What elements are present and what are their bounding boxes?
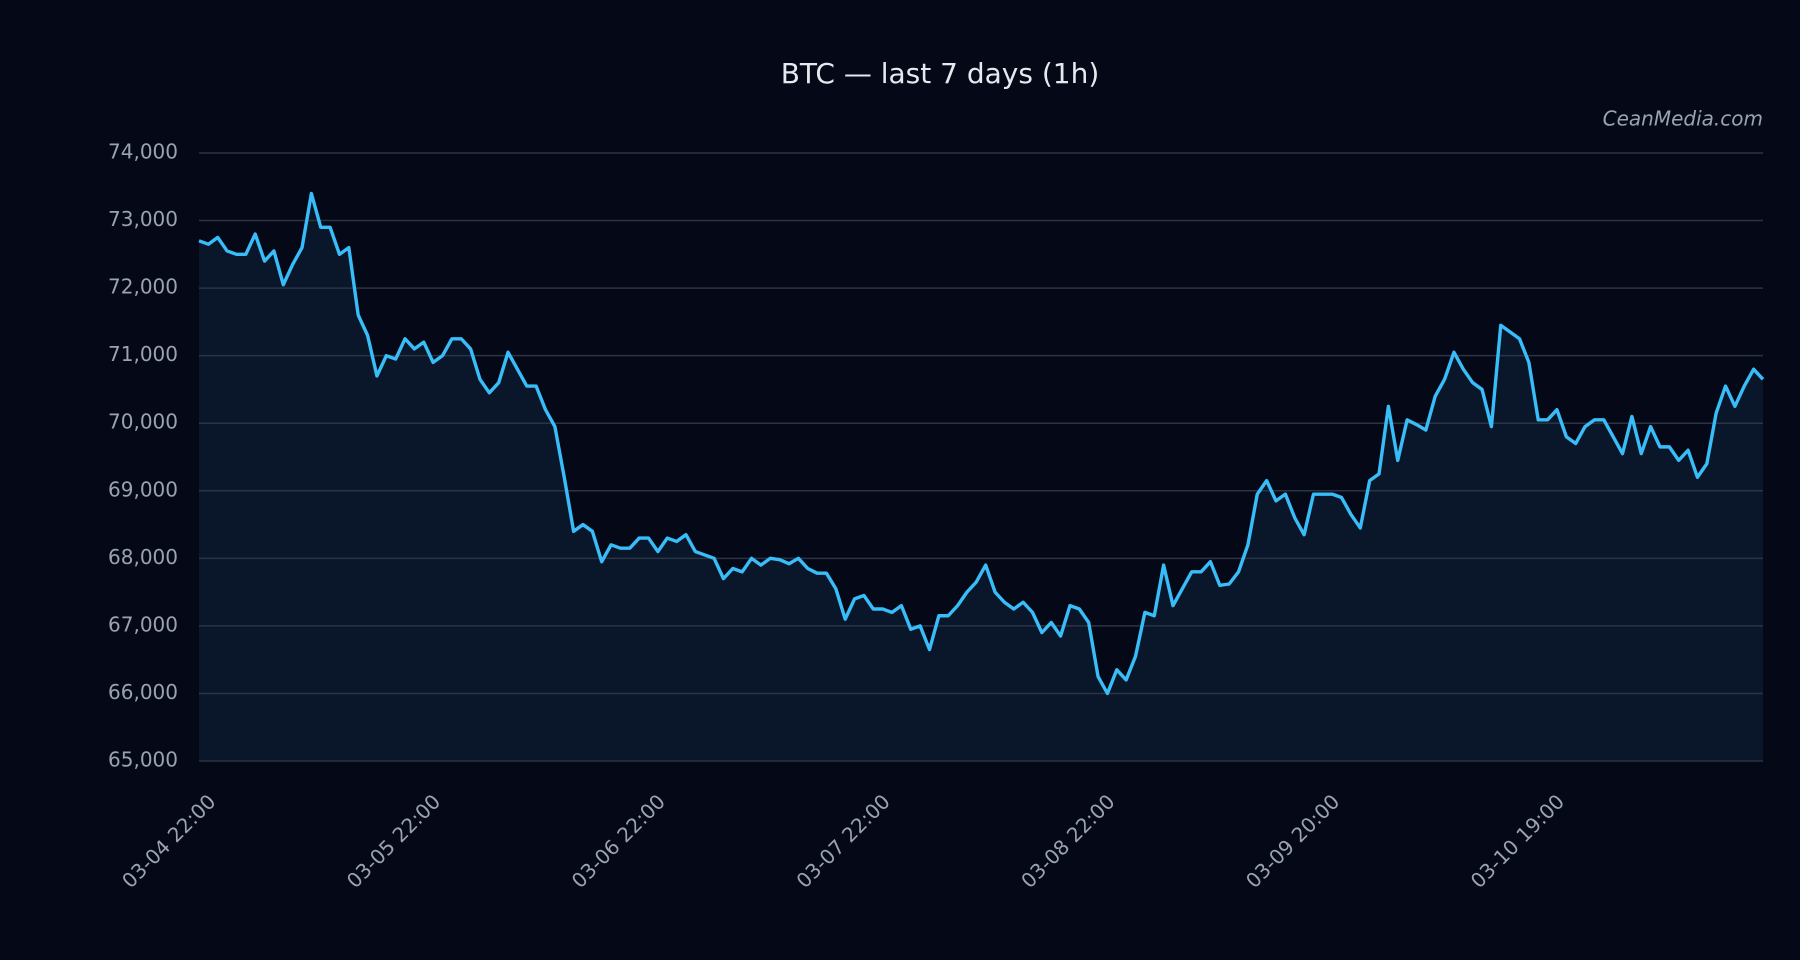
y-tick-label: 65,000 <box>108 748 178 772</box>
price-line <box>198 191 1765 696</box>
x-tick-label: 03-08 22:00 <box>1016 789 1119 892</box>
y-tick-label: 66,000 <box>108 680 178 704</box>
x-tick-label: 03-09 20:00 <box>1241 789 1344 892</box>
y-tick-label: 67,000 <box>108 612 178 636</box>
x-tick-label: 03-06 22:00 <box>567 789 670 892</box>
y-tick-label: 69,000 <box>108 477 178 501</box>
y-tick-label: 74,000 <box>108 140 178 164</box>
y-tick-label: 68,000 <box>108 545 178 569</box>
y-tick-label: 72,000 <box>108 275 178 299</box>
y-tick-label: 73,000 <box>108 207 178 231</box>
chart-title: BTC — last 7 days (1h) <box>781 57 1100 90</box>
x-tick-label: 03-10 19:00 <box>1466 789 1569 892</box>
area <box>199 193 1763 761</box>
y-tick-label: 70,000 <box>108 410 178 434</box>
x-tick-label: 03-05 22:00 <box>342 789 445 892</box>
x-tick-label: 03-07 22:00 <box>791 789 894 892</box>
y-tick-label: 71,000 <box>108 342 178 366</box>
watermark: CeanMedia.com <box>1603 107 1763 131</box>
x-tick-label: 03-04 22:00 <box>117 789 220 892</box>
